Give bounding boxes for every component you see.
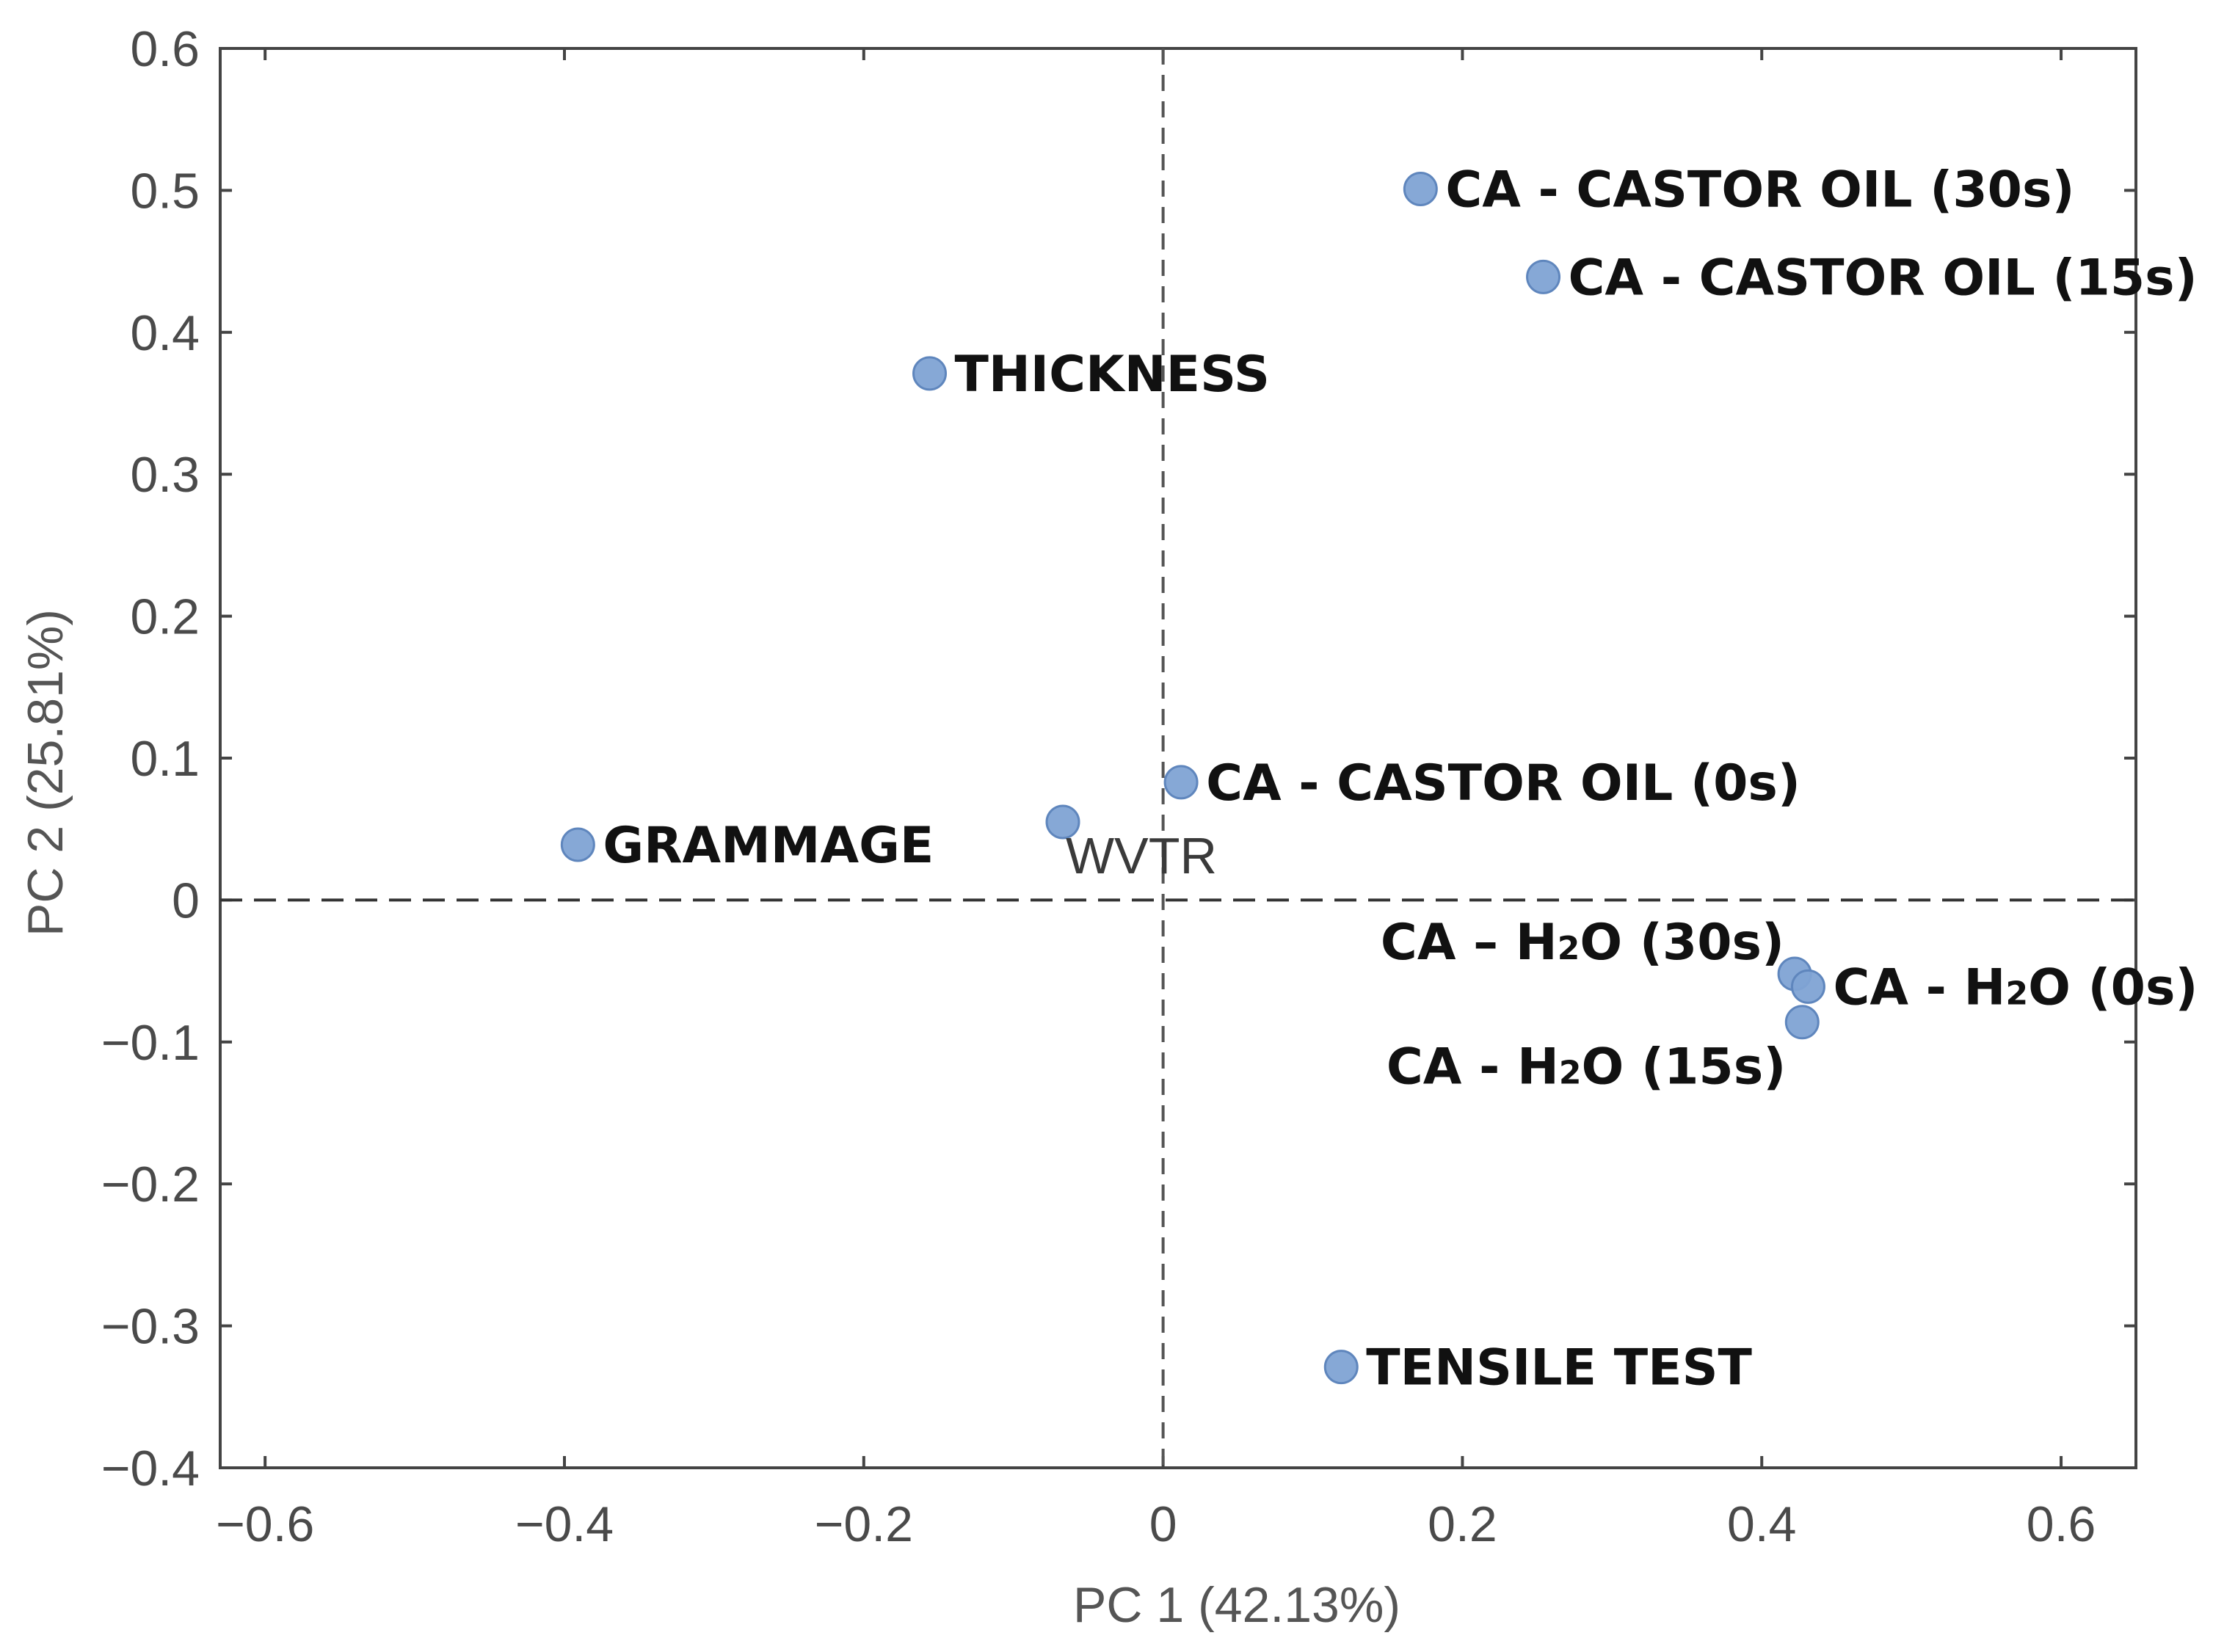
label-ca-castor-30s: CA - CASTOR OIL (30s) [1445,161,2074,219]
label-wvtr: WVTR [1066,827,1217,884]
label-ca-castor-0s: CA - CASTOR OIL (0s) [1206,754,1800,812]
y-tick-label: −0.3 [101,1299,200,1355]
label-ca-h2o-15s: CA - H2O (15s) [1387,1038,1786,1096]
y-axis-title: PC 2 (25.81%) [18,609,73,936]
y-tick-label: 0.3 [130,447,200,503]
label-tensile-test: TENSILE TEST [1366,1339,1752,1397]
point-ca-castor-30s [1403,171,1438,206]
point-ca-castor-0s [1163,765,1199,800]
x-axis-title: PC 1 (42.13%) [1073,1577,1400,1633]
reference-lines [220,48,2136,1468]
y-tick-label: 0.1 [130,731,200,787]
x-tick-label: 0.6 [2027,1496,2096,1552]
x-tick-label: −0.2 [815,1496,913,1552]
point-ca-h2o-15s [1784,1005,1820,1040]
x-tick-label: −0.4 [515,1496,614,1552]
y-tick-label: 0.4 [130,305,200,361]
point-grammage [560,827,595,862]
label-grammage: GRAMMAGE [603,817,934,875]
y-tick-label: 0.6 [130,21,200,77]
point-ca-castor-15s [1526,259,1561,294]
point-thickness [912,356,948,391]
y-tick-label: −0.1 [101,1015,200,1071]
label-ca-h2o-0s: CA - H2O (0s) [1833,958,2198,1016]
y-tick-label: −0.2 [101,1157,200,1212]
data-points [560,171,1825,1385]
y-tick-label: 0 [172,873,200,928]
y-tick-label: −0.4 [101,1441,200,1496]
point-wvtr [1045,804,1080,840]
y-tick-label: 0.5 [130,163,200,219]
label-thickness: THICKNESS [955,346,1270,404]
x-tick-label: 0.4 [1727,1496,1797,1552]
point-tensile-test [1323,1350,1359,1385]
point-labels: CA - CASTOR OIL (30s) CA - CASTOR OIL (15… [603,161,2198,1397]
x-tick-label: −0.6 [216,1496,314,1552]
x-tick-label: 0 [1149,1496,1177,1552]
y-tick-label: 0.2 [130,589,200,645]
x-tick-label: 0.2 [1428,1496,1497,1552]
axis-ticks: −0.6 −0.4 −0.2 0 0.2 0.4 0.6 0.6 0.5 0.4 0.3 0.2 0.1… [101,21,2136,1552]
label-ca-h2o-30s: CA – H2O (30s) [1381,914,1784,972]
point-ca-h2o-0s [1790,969,1825,1004]
label-ca-castor-15s: CA - CASTOR OIL (15s) [1569,249,2198,307]
